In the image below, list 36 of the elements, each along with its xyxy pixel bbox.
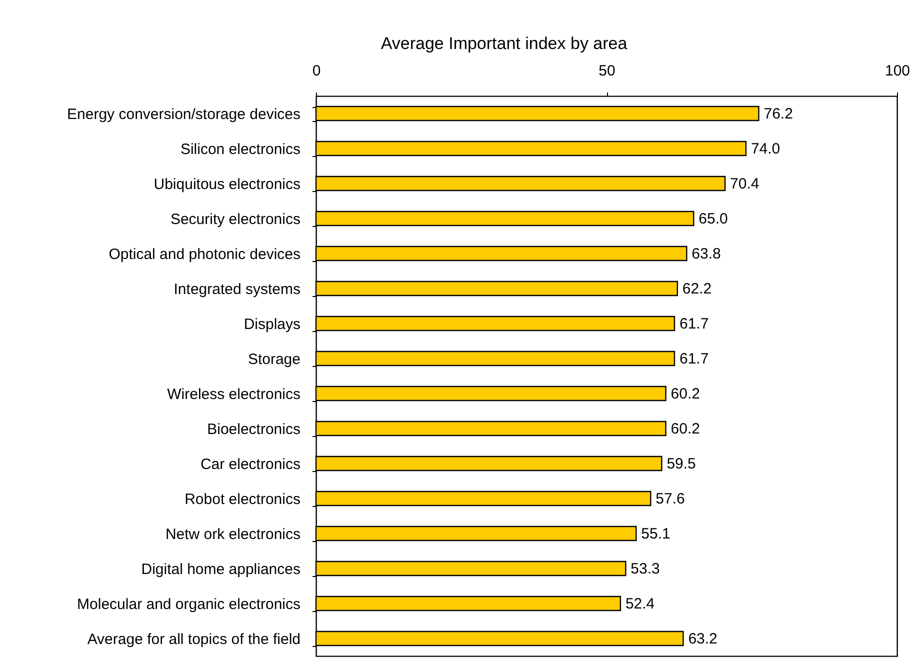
y-tick-label: Ubiquitous electronics <box>154 176 300 193</box>
data-label: 76.2 <box>764 106 793 122</box>
data-label: 63.2 <box>688 630 718 648</box>
data-label: 70.4 <box>730 176 760 192</box>
x-tick-label: 50 <box>598 62 616 80</box>
y-tick-label: Wireless electronics <box>167 386 300 403</box>
data-label: 59.5 <box>666 456 696 472</box>
y-tick-label: Bioelectronics <box>207 421 300 438</box>
y-tick-label: Molecular and organic electronics <box>77 596 300 613</box>
y-tick-label: Silicon electronics <box>180 141 300 158</box>
data-label: 52.4 <box>625 596 655 612</box>
y-tick-label: Energy conversion/storage devices <box>67 106 300 123</box>
data-label: 53.3 <box>630 560 660 578</box>
y-tick-label: Robot electronics <box>184 491 300 508</box>
y-tick-label: Displays <box>244 316 300 333</box>
y-tick-label: Security electronics <box>170 211 300 228</box>
y-tick-label: Netw ork electronics <box>165 526 300 543</box>
data-label: 60.2 <box>670 420 700 438</box>
y-tick-label: Digital home appliances <box>141 561 300 578</box>
data-label: 61.7 <box>679 316 709 332</box>
data-label: 57.6 <box>656 490 685 508</box>
data-label: 74.0 <box>750 140 780 158</box>
y-tick-label: Storage <box>248 351 300 368</box>
data-label: 61.7 <box>679 350 709 368</box>
y-tick-label: Integrated systems <box>174 281 300 298</box>
data-label: 65.0 <box>698 210 728 228</box>
y-tick-label: Car electronics <box>200 456 300 473</box>
data-label: 60.2 <box>670 386 700 402</box>
y-tick-label: Optical and photonic devices <box>108 246 300 263</box>
x-tick-label: 100 <box>884 62 910 80</box>
y-tick-label: Average for all topics of the field <box>87 631 300 648</box>
chart-title: Average Important index by area <box>380 34 628 53</box>
data-label: 62.2 <box>682 280 712 298</box>
data-label: 55.1 <box>641 526 670 542</box>
x-tick-label: 0 <box>312 62 321 80</box>
data-label: 63.8 <box>692 246 721 262</box>
